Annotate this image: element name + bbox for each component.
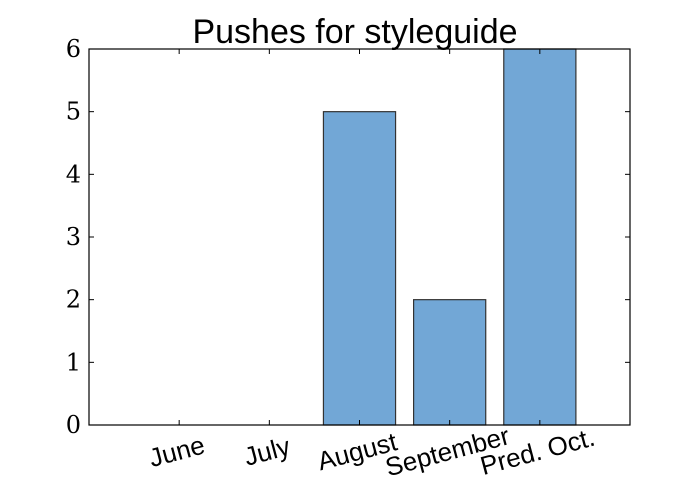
y-tick-label: 6 <box>66 35 81 63</box>
chart-title: Pushes for styleguide <box>192 13 517 51</box>
y-tick-label: 1 <box>66 348 81 376</box>
y-axis-tick-labels: 0 1 2 3 4 5 6 <box>66 35 81 439</box>
y-tick-label: 0 <box>66 411 81 439</box>
y-tick-label: 3 <box>66 223 81 251</box>
bar-pred-oct <box>503 48 577 426</box>
bar-august <box>322 111 397 426</box>
y-tick-label: 4 <box>66 160 81 188</box>
y-tick-label: 5 <box>66 98 81 126</box>
x-tick-label: July <box>241 431 293 472</box>
bars-group <box>322 48 577 426</box>
bar-september <box>413 299 487 426</box>
axis-ticks <box>89 48 630 426</box>
x-tick-label: June <box>146 430 208 474</box>
y-tick-label: 2 <box>66 286 81 314</box>
